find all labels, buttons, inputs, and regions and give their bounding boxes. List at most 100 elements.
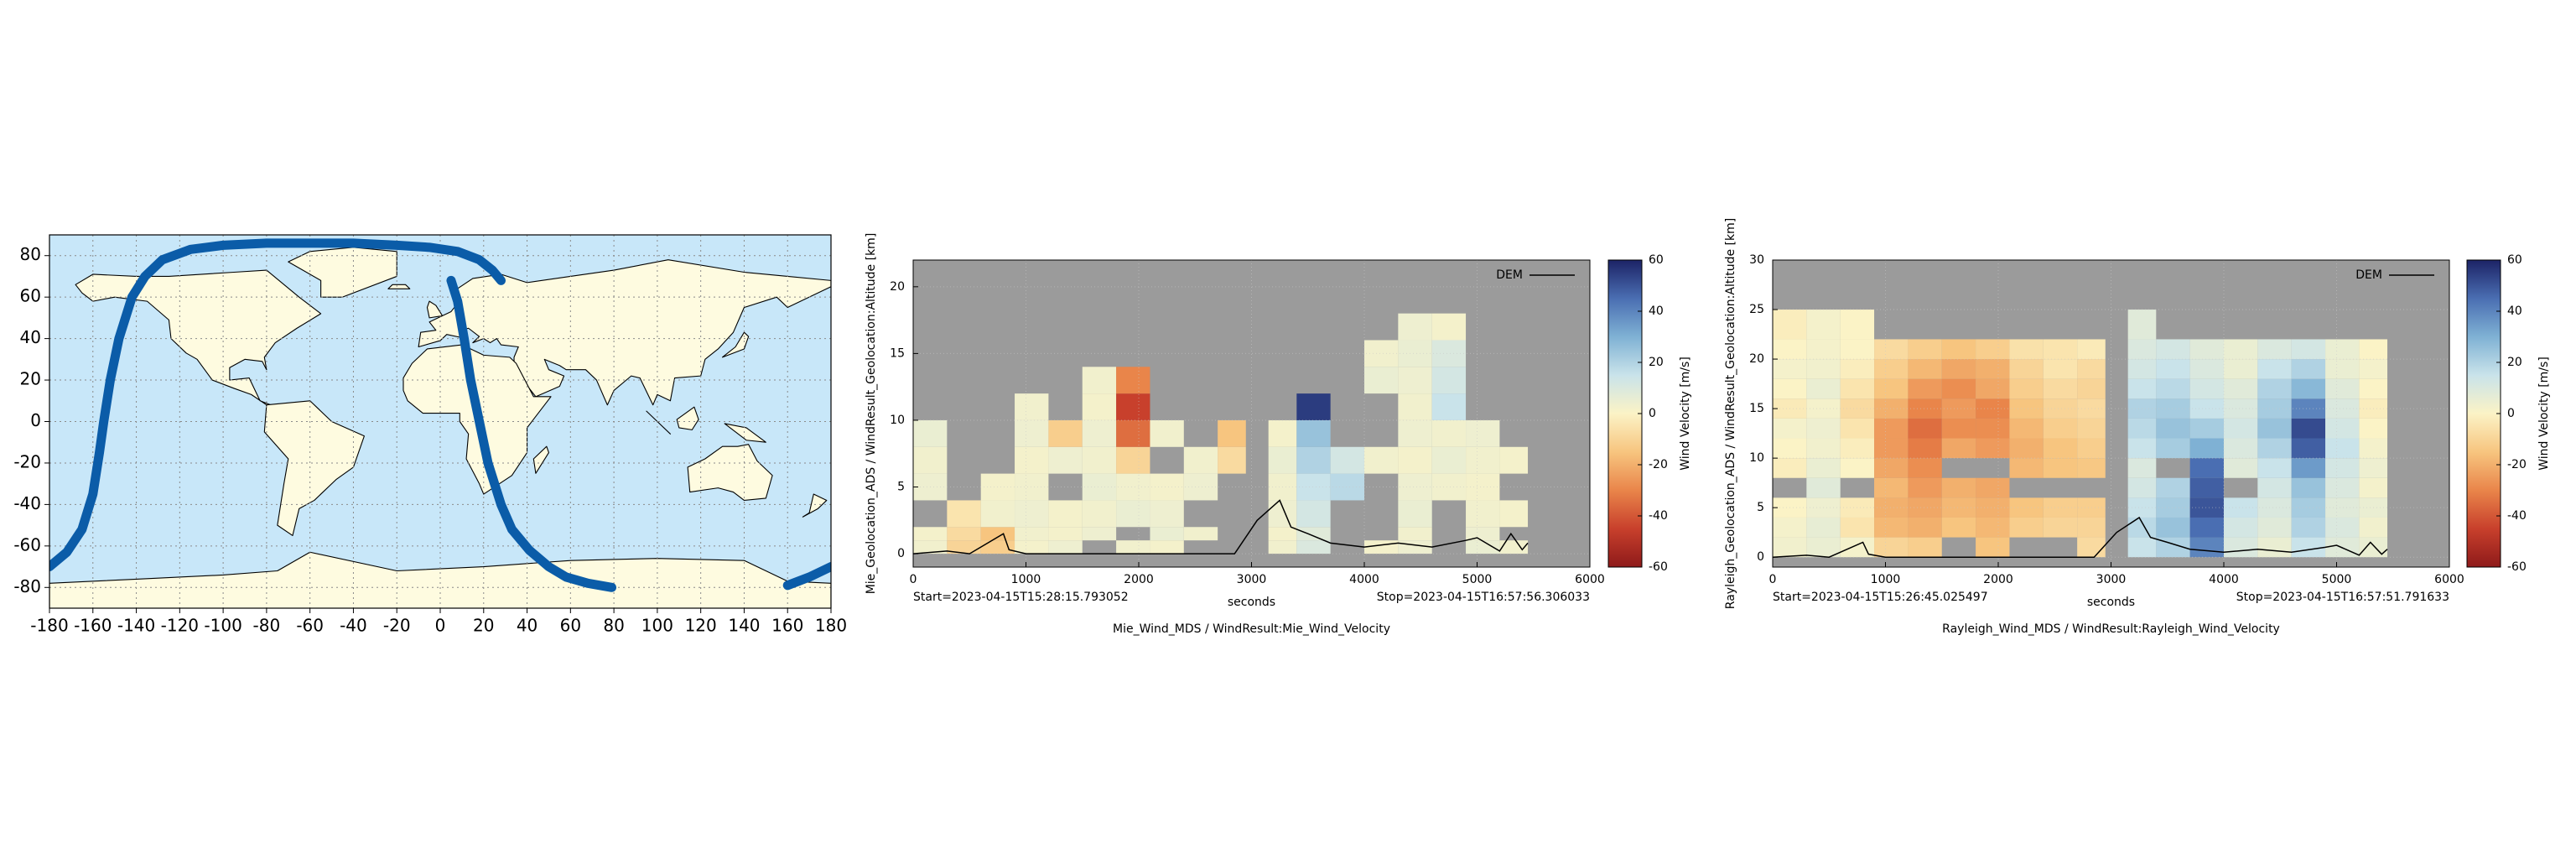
x-tick-label: 0: [1769, 573, 1777, 586]
wind-cell: [1806, 359, 1841, 379]
x-tick-label: 1000: [1011, 573, 1041, 586]
x-tick-label: -80: [253, 616, 281, 636]
wind-cell: [2009, 497, 2044, 518]
wind-cell: [1773, 310, 1807, 340]
wind-cell: [1048, 419, 1083, 447]
y-tick-label: 20: [20, 369, 41, 389]
wind-cell: [1874, 517, 1909, 538]
x-tick-label: -60: [296, 616, 324, 636]
wind-cell: [2257, 517, 2292, 538]
wind-cell: [913, 419, 948, 447]
wind-cell: [913, 540, 948, 554]
wind-cell: [2189, 517, 2224, 538]
y-tick-label: 40: [20, 327, 41, 347]
x-tick-label: 80: [603, 616, 624, 636]
wind-cell: [1806, 438, 1841, 459]
wind-cell: [1466, 446, 1500, 474]
wind-cell: [1499, 540, 1529, 554]
wind-cell: [1499, 500, 1529, 528]
x-tick-label: 40: [517, 616, 538, 636]
wind-cell: [1398, 446, 1432, 474]
wind-cell: [1398, 367, 1432, 394]
wind-cell: [947, 527, 981, 541]
wind-cell: [1806, 418, 1841, 439]
y-tick-label: 5: [897, 481, 905, 494]
x-tick-label: 3000: [2096, 573, 2127, 586]
wind-cell: [2291, 438, 2326, 459]
wind-cell: [2156, 339, 2190, 360]
wind-cell: [2359, 517, 2388, 538]
y-tick-label: 20: [1749, 352, 1764, 366]
wind-cell: [2224, 398, 2258, 419]
wind-cell: [1908, 378, 1942, 399]
wind-cell: [1296, 393, 1331, 420]
x-tick-label: 0: [910, 573, 917, 586]
wind-cell: [1116, 540, 1150, 554]
y-tick-label: -40: [13, 493, 41, 513]
wind-cell: [1840, 458, 1875, 478]
wind-cell: [1773, 378, 1807, 399]
wind-cell: [1048, 527, 1083, 541]
colorbar-tick-label: -60: [2507, 560, 2527, 574]
x-tick-label: -180: [30, 616, 68, 636]
wind-cell: [1874, 378, 1909, 399]
start-label: Start=2023-04-15T15:26:45.025497: [1773, 591, 1988, 604]
wind-cell: [2325, 378, 2360, 399]
wind-cell: [1941, 359, 1976, 379]
wind-cell: [1431, 313, 1467, 341]
chart-title: Mie_Wind_MDS / WindResult:Mie_Wind_Veloc…: [1113, 622, 1390, 636]
wind-cell: [1330, 473, 1364, 501]
wind-cell: [2077, 517, 2106, 538]
wind-cell: [1082, 367, 1117, 394]
x-tick-label: 1000: [1871, 573, 1901, 586]
x-tick-label: -160: [74, 616, 112, 636]
wind-cell: [1840, 537, 1875, 558]
wind-cell: [2077, 458, 2106, 478]
wind-cell: [1806, 477, 1841, 498]
colorbar-tick-label: 40: [1649, 305, 1664, 318]
wind-cell: [2325, 517, 2360, 538]
wind-cell: [1874, 418, 1909, 439]
x-tick-label: 20: [473, 616, 494, 636]
wind-cell: [2359, 537, 2388, 558]
new-zealand: [802, 494, 826, 517]
start-label: Start=2023-04-15T15:28:15.793052: [913, 591, 1129, 604]
wind-cell: [2077, 418, 2106, 439]
y-axis-label: Mie_Geolocation_ADS / WindResult_Geoloca…: [865, 233, 878, 595]
wind-cell: [1773, 438, 1807, 459]
wind-cell: [2156, 418, 2190, 439]
wind-cell: [1431, 419, 1467, 447]
madagascar: [533, 446, 548, 473]
wind-cell: [2043, 497, 2078, 518]
wind-cell: [1431, 446, 1467, 474]
wind-cell: [1908, 359, 1942, 379]
wind-cell: [2043, 398, 2078, 419]
wind-cell: [1296, 540, 1331, 554]
wind-cell: [2127, 418, 2157, 439]
wind-cell: [1466, 500, 1500, 528]
stop-label: Stop=2023-04-15T16:57:51.791633: [2236, 591, 2449, 604]
wind-cell: [980, 500, 1015, 528]
wind-cell: [980, 540, 1015, 554]
wind-cell: [2257, 339, 2292, 360]
wind-cell: [2325, 398, 2360, 419]
y-tick-label: 80: [20, 244, 41, 264]
wind-cell: [1431, 393, 1467, 420]
wind-cell: [913, 446, 948, 474]
wind-cell: [1398, 313, 1432, 341]
wind-cell: [1874, 438, 1909, 459]
wind-cell: [2009, 418, 2044, 439]
legend-label: DEM: [2355, 268, 2382, 282]
wind-cell: [1015, 393, 1049, 420]
wind-cell: [1874, 398, 1909, 419]
wind-cell: [2156, 537, 2190, 558]
wind-cell: [2127, 310, 2157, 340]
wind-cell: [1773, 458, 1807, 478]
wind-cell: [2156, 438, 2190, 459]
wind-cell: [1908, 477, 1942, 498]
dem-line: [912, 499, 1529, 554]
wind-cell: [2156, 477, 2190, 498]
wind-cell: [1840, 339, 1875, 360]
wind-cell: [2325, 477, 2360, 498]
wind-cell: [1806, 378, 1841, 399]
